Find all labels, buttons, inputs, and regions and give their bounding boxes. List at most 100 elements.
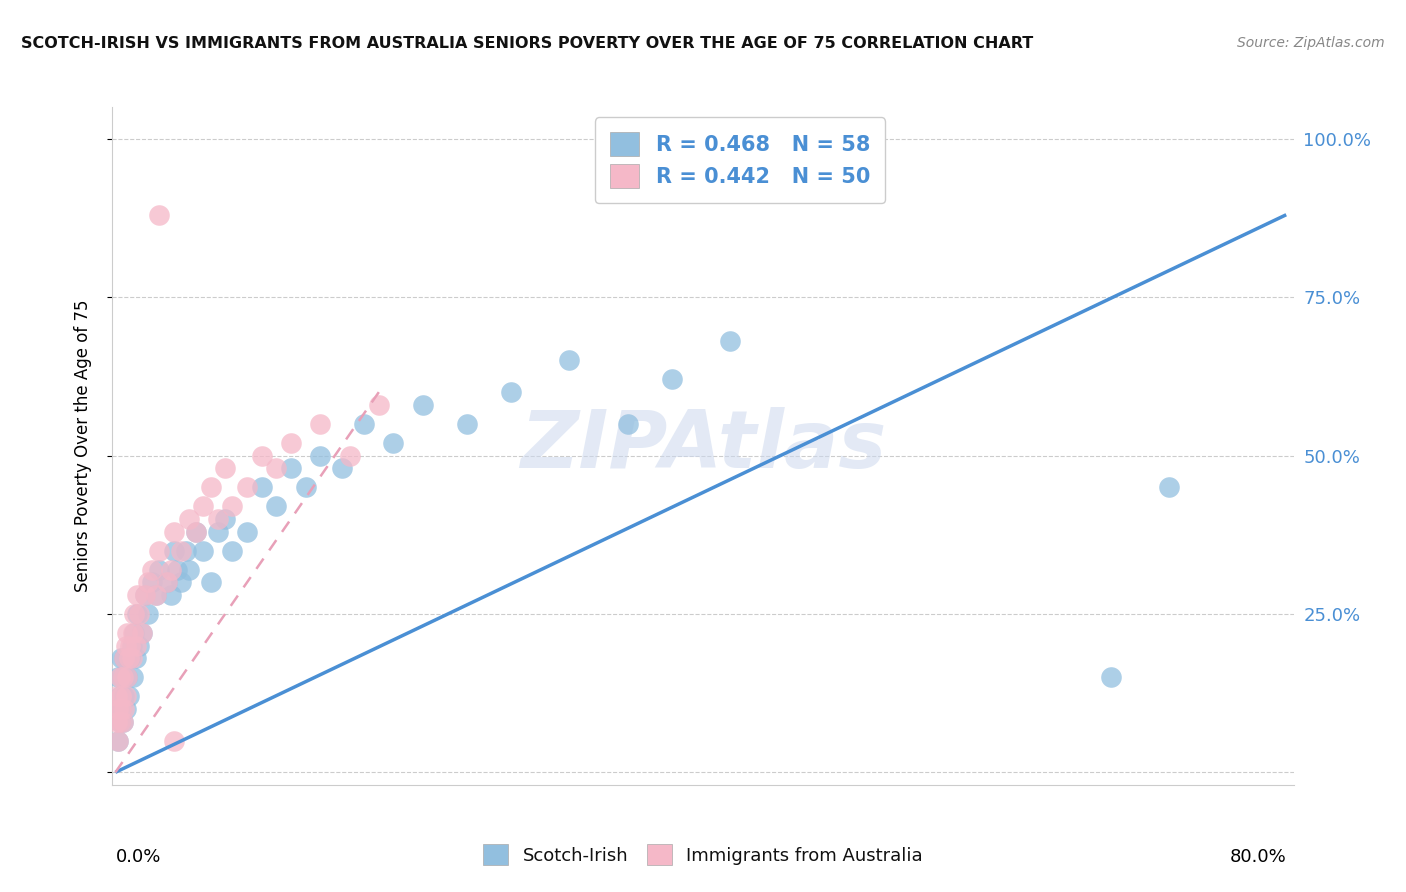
Point <box>107 702 129 716</box>
Point <box>110 702 132 716</box>
Point <box>125 639 148 653</box>
Point <box>214 512 236 526</box>
Point <box>250 449 273 463</box>
Point <box>661 372 683 386</box>
Point <box>127 607 149 621</box>
Point <box>367 398 389 412</box>
Point <box>193 499 215 513</box>
Point <box>616 417 638 431</box>
Point <box>124 607 146 621</box>
Point <box>111 714 134 729</box>
Point <box>105 714 128 729</box>
Point <box>127 588 149 602</box>
Point <box>115 670 138 684</box>
Point <box>136 607 159 621</box>
Text: Source: ZipAtlas.com: Source: ZipAtlas.com <box>1237 36 1385 50</box>
Point <box>115 670 138 684</box>
Point <box>107 670 129 684</box>
Point <box>221 499 243 513</box>
Point <box>412 398 434 412</box>
Point <box>141 563 163 577</box>
Point <box>105 702 128 716</box>
Point <box>105 690 128 704</box>
Point <box>200 575 222 590</box>
Point <box>174 543 197 558</box>
Point <box>131 626 153 640</box>
Point <box>117 651 139 665</box>
Point <box>214 461 236 475</box>
Text: 80.0%: 80.0% <box>1229 848 1286 866</box>
Point <box>114 702 136 716</box>
Point <box>111 714 134 729</box>
Point <box>1099 670 1122 684</box>
Point <box>456 417 478 431</box>
Point <box>499 385 522 400</box>
Point <box>131 626 153 640</box>
Point <box>111 670 134 684</box>
Point <box>134 588 156 602</box>
Point <box>134 588 156 602</box>
Point <box>221 543 243 558</box>
Point <box>309 449 332 463</box>
Point <box>160 563 183 577</box>
Legend: R = 0.468   N = 58, R = 0.442   N = 50: R = 0.468 N = 58, R = 0.442 N = 50 <box>595 118 884 203</box>
Point <box>108 690 131 704</box>
Point <box>309 417 332 431</box>
Point <box>177 512 200 526</box>
Point <box>156 575 179 590</box>
Point <box>128 607 150 621</box>
Point <box>339 449 361 463</box>
Point <box>124 626 146 640</box>
Point <box>718 334 741 349</box>
Point <box>141 575 163 590</box>
Point <box>280 461 302 475</box>
Point <box>166 563 188 577</box>
Point <box>107 733 129 747</box>
Text: ZIPAtlas: ZIPAtlas <box>520 407 886 485</box>
Point <box>110 702 132 716</box>
Point <box>163 543 186 558</box>
Point <box>118 639 141 653</box>
Y-axis label: Seniors Poverty Over the Age of 75: Seniors Poverty Over the Age of 75 <box>73 300 91 592</box>
Legend: Scotch-Irish, Immigrants from Australia: Scotch-Irish, Immigrants from Australia <box>474 835 932 874</box>
Point <box>145 588 167 602</box>
Point <box>122 670 145 684</box>
Point <box>112 651 135 665</box>
Point <box>170 575 193 590</box>
Point <box>193 543 215 558</box>
Point <box>115 626 138 640</box>
Point <box>266 499 288 513</box>
Point <box>145 588 167 602</box>
Point <box>558 353 581 368</box>
Point <box>110 690 132 704</box>
Point <box>117 690 139 704</box>
Point <box>108 714 131 729</box>
Point <box>1159 480 1181 494</box>
Point <box>160 588 183 602</box>
Point <box>110 651 132 665</box>
Point <box>250 480 273 494</box>
Point <box>107 733 129 747</box>
Point <box>177 563 200 577</box>
Point <box>122 626 145 640</box>
Point <box>170 543 193 558</box>
Point <box>280 435 302 450</box>
Point <box>330 461 353 475</box>
Point <box>112 651 135 665</box>
Point <box>236 524 259 539</box>
Point <box>121 639 143 653</box>
Point <box>148 543 170 558</box>
Point <box>136 575 159 590</box>
Point <box>163 733 186 747</box>
Point <box>382 435 405 450</box>
Point <box>114 690 136 704</box>
Text: SCOTCH-IRISH VS IMMIGRANTS FROM AUSTRALIA SENIORS POVERTY OVER THE AGE OF 75 COR: SCOTCH-IRISH VS IMMIGRANTS FROM AUSTRALI… <box>21 36 1033 51</box>
Point <box>125 651 148 665</box>
Point <box>266 461 288 475</box>
Text: 0.0%: 0.0% <box>115 848 160 866</box>
Point <box>163 524 186 539</box>
Point <box>148 563 170 577</box>
Point <box>353 417 375 431</box>
Point <box>128 639 150 653</box>
Point <box>207 512 229 526</box>
